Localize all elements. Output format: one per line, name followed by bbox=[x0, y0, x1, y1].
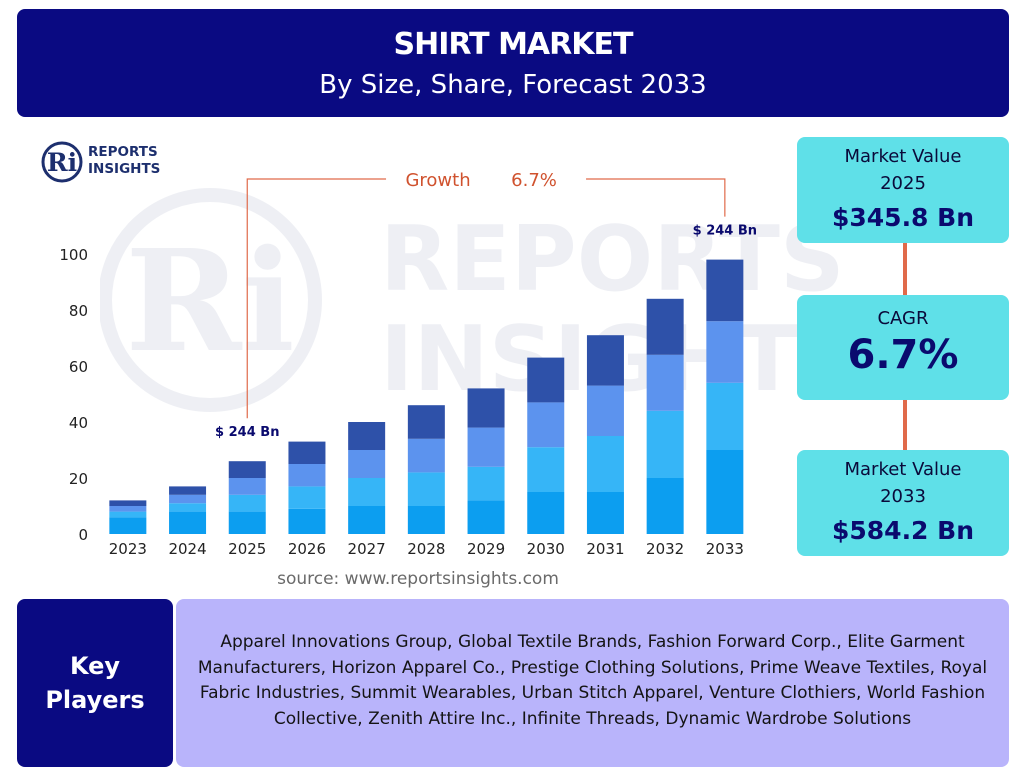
source-note: source: www.reportsinsights.com bbox=[277, 569, 559, 589]
y-axis: 0 20 40 60 80 100 bbox=[59, 246, 88, 544]
x-tick-label: 2030 bbox=[527, 540, 565, 558]
y-tick-label: 40 bbox=[69, 414, 88, 432]
x-tick-label: 2027 bbox=[348, 540, 386, 558]
x-tick-label: 2026 bbox=[288, 540, 326, 558]
bar-value-label: $ 244 Bn bbox=[215, 425, 279, 440]
kpi-value: 6.7% bbox=[847, 332, 959, 378]
bar-value-label: $ 244 Bn bbox=[693, 224, 757, 239]
kpi-label: Market Value bbox=[844, 459, 962, 480]
growth-bracket-left bbox=[246, 178, 387, 419]
bar-segment bbox=[586, 492, 624, 534]
x-axis: 2023 2024 2025 2026 2027 2028 2029 2030 2031 2032… bbox=[109, 540, 744, 558]
ri-logo-icon: Ri bbox=[41, 141, 83, 183]
bar-segment bbox=[288, 508, 326, 534]
bar-segment bbox=[109, 506, 147, 512]
kpi-connector bbox=[903, 400, 907, 450]
bar-segment bbox=[169, 494, 207, 504]
bar-segment bbox=[288, 441, 326, 464]
kpi-connector bbox=[903, 243, 907, 295]
x-tick-label: 2032 bbox=[646, 540, 684, 558]
bar-segment bbox=[706, 321, 744, 383]
bar-segment bbox=[646, 298, 684, 355]
bar-segment bbox=[527, 402, 565, 448]
bar-segment bbox=[527, 447, 565, 492]
x-tick-label: 2033 bbox=[706, 540, 744, 558]
y-tick-label: 100 bbox=[59, 246, 88, 264]
kpi-year: 2025 bbox=[880, 173, 926, 194]
bar-segment bbox=[646, 354, 684, 411]
bar-segment bbox=[169, 503, 207, 512]
bar-segment bbox=[467, 466, 505, 501]
bar-segment bbox=[407, 438, 445, 473]
kpi-market-value-2033: Market Value 2033 $584.2 Bn bbox=[797, 450, 1009, 556]
logo-word-insights: INSIGHTS bbox=[88, 161, 161, 177]
growth-bracket-right bbox=[586, 178, 726, 217]
growth-value: 6.7% bbox=[511, 170, 557, 191]
bar-segment bbox=[646, 410, 684, 478]
x-tick-label: 2024 bbox=[168, 540, 206, 558]
kpi-market-value-2025: Market Value 2025 $345.8 Bn bbox=[797, 137, 1009, 243]
bar-segment bbox=[228, 511, 266, 534]
bar-segment bbox=[169, 486, 207, 495]
bar-segment bbox=[228, 494, 266, 512]
market-chart: Growth 6.7% 0 20 40 60 80 100 2023 2024 2025 2026… bbox=[59, 170, 757, 589]
bar-segment bbox=[706, 382, 744, 450]
key-players-label-line2: Players bbox=[45, 686, 145, 714]
bar-segment bbox=[288, 464, 326, 487]
kpi-cagr: CAGR 6.7% bbox=[797, 295, 1009, 400]
key-players-list: Apparel Innovations Group, Global Textil… bbox=[176, 599, 1009, 767]
x-tick-label: 2023 bbox=[109, 540, 147, 558]
bar-segment bbox=[228, 461, 266, 478]
kpi-year: 2033 bbox=[880, 486, 926, 507]
y-tick-label: 60 bbox=[69, 358, 88, 376]
bar-segment bbox=[706, 259, 744, 322]
bar-segment bbox=[706, 450, 744, 534]
bar-series bbox=[109, 259, 744, 534]
svg-text:Ri: Ri bbox=[47, 148, 77, 177]
bar-segment bbox=[467, 500, 505, 534]
bar-segment bbox=[467, 427, 505, 467]
x-tick-label: 2025 bbox=[228, 540, 266, 558]
page-title: SHIRT MARKET bbox=[393, 27, 634, 62]
header-banner: SHIRT MARKET By Size, Share, Forecast 20… bbox=[17, 9, 1009, 117]
x-tick-label: 2028 bbox=[407, 540, 445, 558]
y-tick-label: 20 bbox=[69, 470, 88, 488]
key-players-label: Key Players bbox=[17, 599, 173, 767]
bar-segment bbox=[288, 486, 326, 509]
kpi-label: CAGR bbox=[877, 308, 929, 329]
bar-segment bbox=[348, 422, 386, 450]
bar-segment bbox=[407, 506, 445, 534]
bar-segment bbox=[407, 472, 445, 506]
y-tick-label: 80 bbox=[69, 302, 88, 320]
bar-segment bbox=[527, 492, 565, 534]
growth-annotation: Growth 6.7% bbox=[246, 170, 726, 419]
kpi-label: Market Value bbox=[844, 146, 962, 167]
kpi-value: $584.2 Bn bbox=[831, 516, 975, 545]
bar-segment bbox=[586, 436, 624, 492]
bar-segment bbox=[527, 357, 565, 403]
key-players-label-line1: Key bbox=[69, 652, 121, 680]
bar-segment bbox=[586, 385, 624, 436]
logo-word-reports: REPORTS bbox=[88, 144, 158, 160]
bar-segment bbox=[109, 517, 147, 534]
bar-segment bbox=[467, 388, 505, 428]
bar-segment bbox=[348, 478, 386, 506]
bar-segment bbox=[348, 506, 386, 534]
page-subtitle: By Size, Share, Forecast 2033 bbox=[319, 70, 707, 100]
bar-segment bbox=[109, 511, 147, 518]
bar-segment bbox=[407, 405, 445, 439]
growth-label: Growth bbox=[405, 170, 470, 191]
x-tick-label: 2031 bbox=[586, 540, 624, 558]
bar-segment bbox=[169, 511, 207, 534]
bar-segment bbox=[348, 450, 386, 478]
x-tick-label: 2029 bbox=[467, 540, 505, 558]
y-tick-label: 0 bbox=[78, 526, 88, 544]
brand-logo: Ri REPORTS INSIGHTS bbox=[40, 140, 180, 186]
kpi-value: $345.8 Bn bbox=[831, 203, 975, 232]
bar-annotations: $ 244 Bn $ 244 Bn bbox=[215, 224, 757, 441]
bar-segment bbox=[109, 500, 147, 506]
bar-segment bbox=[228, 478, 266, 495]
bar-segment bbox=[586, 335, 624, 386]
bar-segment bbox=[646, 478, 684, 534]
